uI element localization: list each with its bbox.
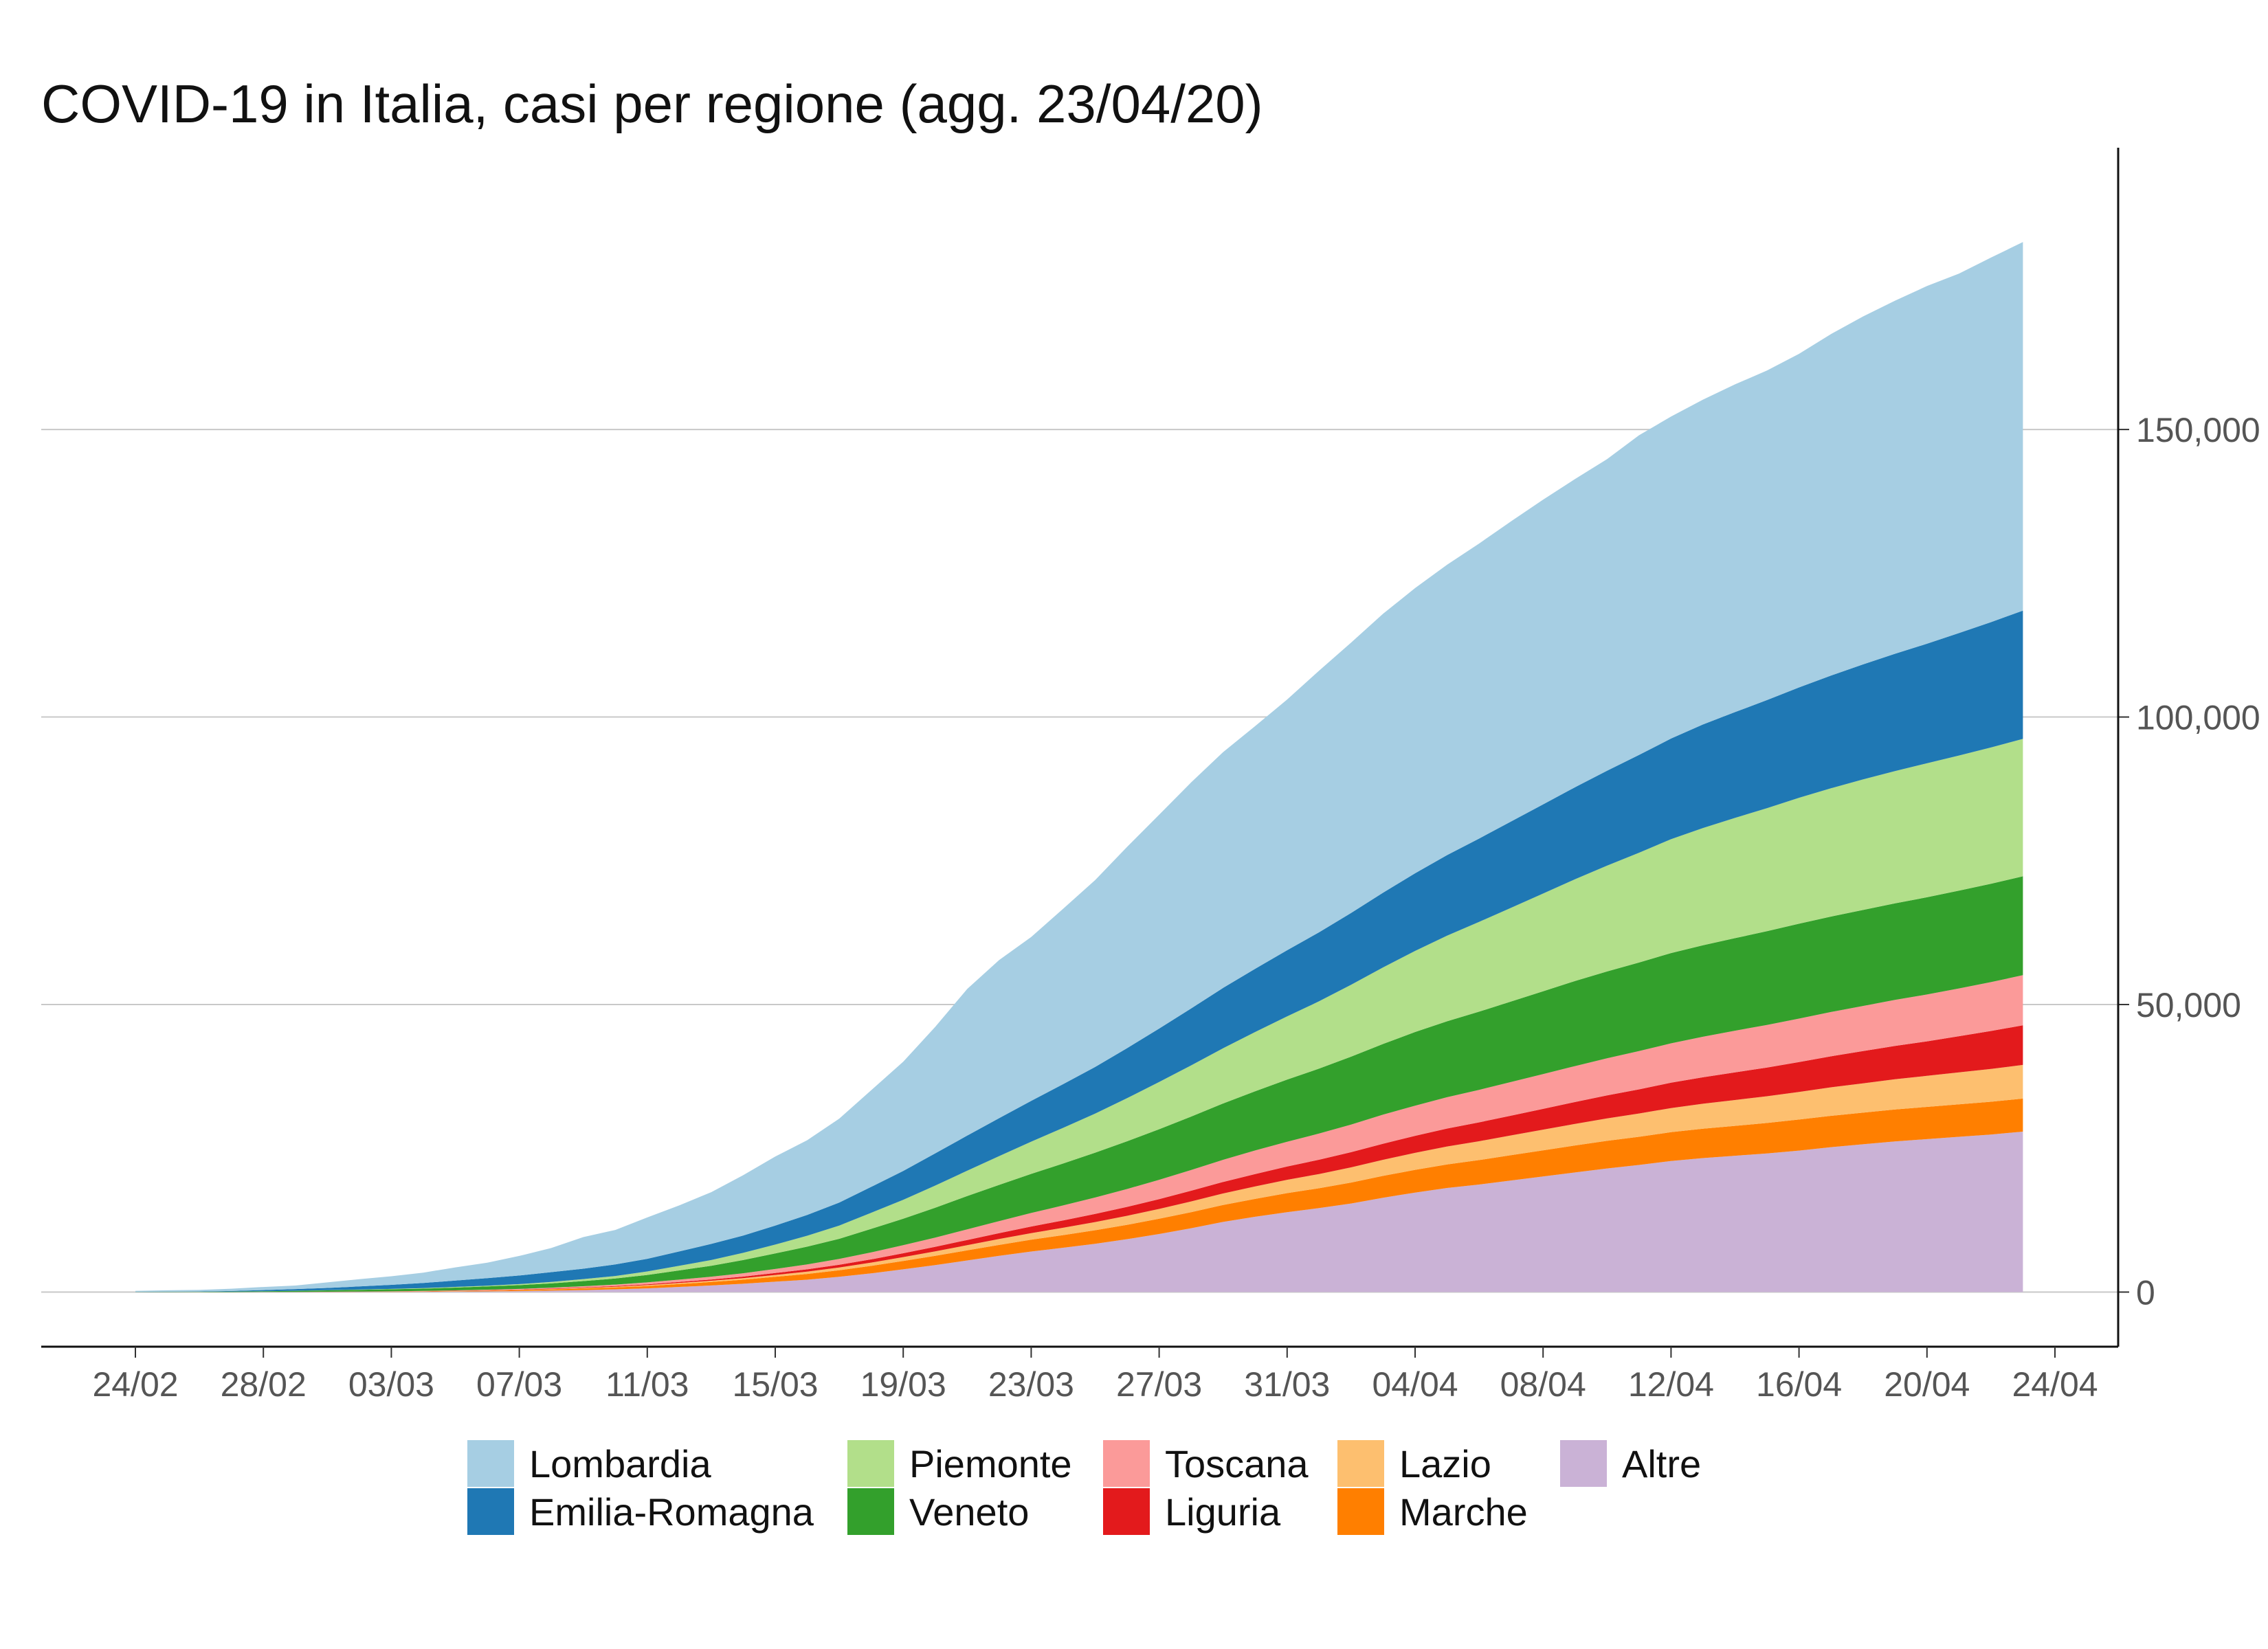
area-emilia-romagna — [135, 610, 2023, 1292]
legend-label: Toscana — [1165, 1442, 1309, 1485]
x-tick-label: 23/03 — [988, 1365, 1074, 1404]
legend-label: Altre — [1622, 1442, 1701, 1485]
stacked-areas — [135, 242, 2023, 1292]
x-tick-label: 08/04 — [1500, 1365, 1586, 1404]
legend-item: Altre — [1560, 1440, 1701, 1487]
y-tick-label: 0 — [2136, 1273, 2155, 1312]
legend-item: Toscana — [1103, 1440, 1309, 1487]
x-tick-label: 24/04 — [2012, 1365, 2098, 1404]
legend-swatch — [847, 1488, 894, 1535]
area-altre — [135, 1132, 2023, 1292]
x-tick-label: 20/04 — [1884, 1365, 1970, 1404]
area-piemonte — [135, 739, 2023, 1292]
legend-label: Lazio — [1399, 1442, 1491, 1485]
y-tick-label: 50,000 — [2136, 986, 2241, 1024]
x-tick-label: 07/03 — [476, 1365, 562, 1404]
legend-swatch — [467, 1488, 514, 1535]
legend-swatch — [1560, 1440, 1607, 1487]
legend-label: Piemonte — [909, 1442, 1072, 1485]
legend-swatch — [847, 1440, 894, 1487]
legend-item: Lazio — [1337, 1440, 1491, 1487]
legend-item: Veneto — [847, 1488, 1029, 1535]
legend-swatch — [1337, 1488, 1384, 1535]
x-tick-label: 04/04 — [1372, 1365, 1458, 1404]
legend-item: Marche — [1337, 1488, 1528, 1535]
x-tick-label: 15/03 — [732, 1365, 818, 1404]
legend-label: Liguria — [1165, 1490, 1281, 1534]
x-tick-label: 27/03 — [1116, 1365, 1202, 1404]
x-tick-label: 16/04 — [1756, 1365, 1842, 1404]
x-tick-label: 31/03 — [1244, 1365, 1330, 1404]
x-tick-label: 28/02 — [221, 1365, 307, 1404]
legend-item: Emilia-Romagna — [467, 1488, 814, 1535]
legend-label: Marche — [1399, 1490, 1528, 1534]
x-tick-label: 19/03 — [860, 1365, 946, 1404]
legend-item: Lombardia — [467, 1440, 711, 1487]
chart-title: COVID-19 in Italia, casi per regione (ag… — [41, 74, 1263, 134]
area-lombardia — [135, 242, 2023, 1292]
legend: Lombardia Emilia-Romagna Piemonte Veneto Tos… — [467, 1440, 1701, 1535]
axes: 0 50,000 100,000 150,000 24/02 28/02 03/03 07/0… — [41, 148, 2260, 1404]
x-tick-label: 12/04 — [1628, 1365, 1714, 1404]
area-veneto — [135, 876, 2023, 1292]
y-tick-label: 150,000 — [2136, 411, 2260, 449]
legend-swatch — [467, 1440, 514, 1487]
legend-item: Piemonte — [847, 1440, 1072, 1487]
legend-swatch — [1103, 1440, 1150, 1487]
area-lazio — [135, 1064, 2023, 1292]
y-tick-label: 100,000 — [2136, 699, 2260, 737]
legend-swatch — [1103, 1488, 1150, 1535]
area-marche — [135, 1098, 2023, 1292]
legend-label: Lombardia — [529, 1442, 711, 1485]
legend-label: Veneto — [909, 1490, 1029, 1534]
x-tick-label: 24/02 — [92, 1365, 178, 1404]
legend-label: Emilia-Romagna — [529, 1490, 814, 1534]
legend-item: Liguria — [1103, 1488, 1281, 1535]
x-tick-label: 03/03 — [348, 1365, 434, 1404]
x-tick-label: 11/03 — [605, 1365, 689, 1404]
legend-swatch — [1337, 1440, 1384, 1487]
